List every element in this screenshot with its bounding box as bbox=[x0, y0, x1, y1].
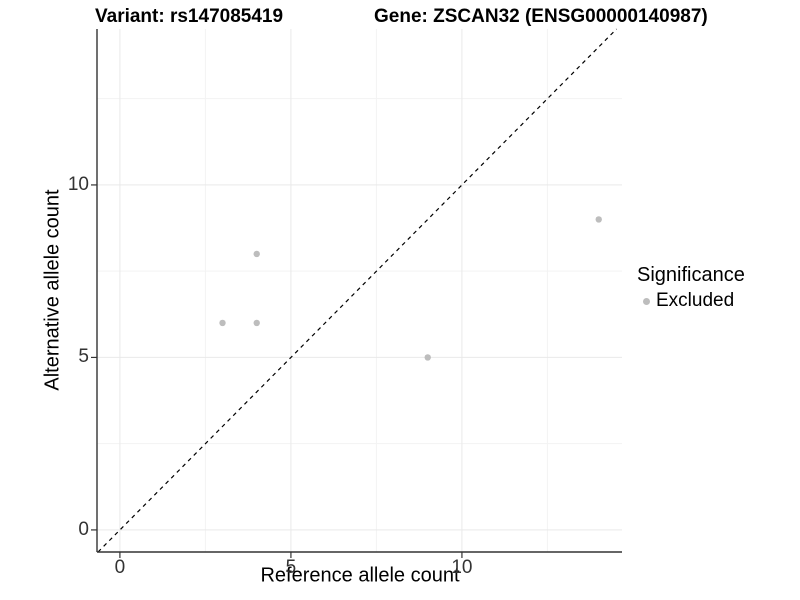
identity-line bbox=[97, 28, 617, 553]
legend-title: Significance bbox=[637, 264, 745, 286]
x-tick-label: 10 bbox=[451, 557, 473, 578]
y-tick-label: 0 bbox=[78, 518, 89, 540]
legend-entry: Excluded bbox=[643, 290, 745, 312]
y-tick-label: 5 bbox=[78, 346, 89, 368]
variant-title: Variant: rs147085419 bbox=[95, 6, 284, 27]
x-tick-label: 5 bbox=[285, 557, 297, 578]
data-point bbox=[253, 319, 260, 327]
legend-entry-label: Excluded bbox=[656, 290, 735, 311]
gene-title: Gene: ZSCAN32 (ENSG00000140987) bbox=[374, 6, 708, 27]
data-point bbox=[595, 216, 602, 223]
legend-key-dot-icon bbox=[643, 297, 650, 305]
y-tick-label: 10 bbox=[67, 173, 89, 195]
data-point bbox=[219, 319, 226, 327]
legend: Significance Excluded bbox=[637, 264, 745, 312]
y-axis-title: Alternative allele count bbox=[41, 189, 64, 391]
x-tick-label: 0 bbox=[114, 557, 126, 578]
data-point bbox=[253, 250, 260, 258]
data-point bbox=[424, 354, 431, 361]
x-axis-title: Reference allele count bbox=[260, 564, 460, 587]
